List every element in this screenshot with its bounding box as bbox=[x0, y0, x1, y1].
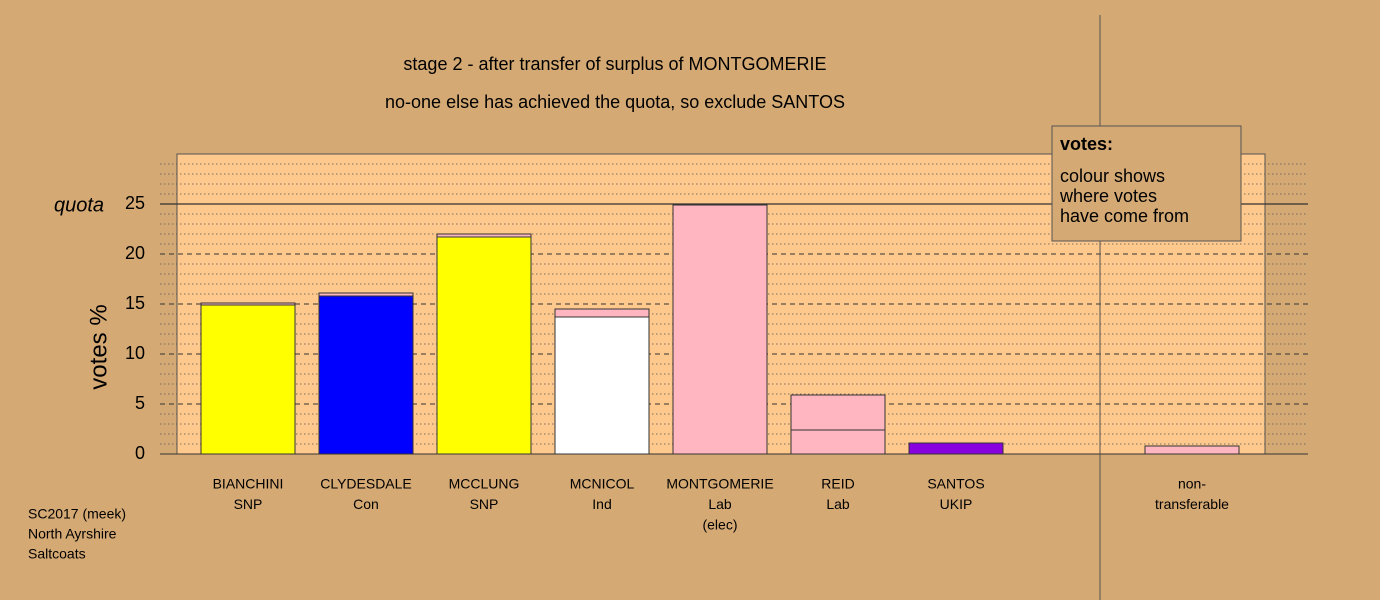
x-tick-label: MCNICOL bbox=[570, 476, 635, 492]
footer-line: SC2017 (meek) bbox=[28, 506, 126, 522]
legend-line: colour shows bbox=[1060, 166, 1165, 186]
chart-title: stage 2 - after transfer of surplus of M… bbox=[403, 54, 826, 74]
x-tick-label: UKIP bbox=[940, 496, 973, 512]
x-tick-label: BIANCHINI bbox=[213, 476, 284, 492]
x-tick-label: Lab bbox=[826, 496, 850, 512]
bar-segment bbox=[790, 429, 886, 455]
bar-segment bbox=[318, 292, 414, 297]
legend-line: where votes bbox=[1059, 186, 1157, 206]
chart-subtitle: no-one else has achieved the quota, so e… bbox=[385, 92, 845, 112]
x-tick-label: SANTOS bbox=[927, 476, 984, 492]
y-tick-label: 25 bbox=[125, 193, 145, 213]
bar-segment bbox=[436, 236, 532, 455]
bar-segment bbox=[200, 302, 296, 306]
quota-label: quota bbox=[54, 194, 104, 216]
x-tick-label: Lab bbox=[708, 496, 732, 512]
y-axis-label: votes % bbox=[85, 304, 112, 389]
x-tick-label: MCCLUNG bbox=[449, 476, 520, 492]
x-tick-label: REID bbox=[821, 476, 854, 492]
x-tick-label: MONTGOMERIE bbox=[666, 476, 773, 492]
x-tick-label: non- bbox=[1178, 476, 1206, 492]
y-tick-label: 5 bbox=[135, 393, 145, 413]
legend-title: votes: bbox=[1060, 134, 1113, 154]
y-tick-label: 20 bbox=[125, 243, 145, 263]
legend: votes: colour shows where votes have com… bbox=[1051, 125, 1242, 242]
footer-line: Saltcoats bbox=[28, 546, 86, 562]
x-tick-label: SNP bbox=[234, 496, 263, 512]
bar-segment bbox=[672, 204, 768, 455]
bar-segment bbox=[1144, 445, 1240, 455]
y-tick-label: 0 bbox=[135, 443, 145, 463]
bar-segment bbox=[200, 304, 296, 455]
bar-segment bbox=[436, 233, 532, 238]
legend-box bbox=[1051, 125, 1242, 242]
bar-segment bbox=[908, 442, 1004, 455]
y-tick-label: 15 bbox=[125, 293, 145, 313]
bar-segment bbox=[318, 295, 414, 455]
x-tick-label: transferable bbox=[1155, 496, 1229, 512]
y-tick-label: 10 bbox=[125, 343, 145, 363]
x-tick-label: CLYDESDALE bbox=[320, 476, 412, 492]
legend-line: have come from bbox=[1060, 206, 1189, 226]
x-tick-label: (elec) bbox=[702, 517, 737, 533]
x-tick-label: Ind bbox=[592, 496, 611, 512]
x-tick-label: Con bbox=[353, 496, 379, 512]
footer-line: North Ayrshire bbox=[28, 526, 117, 542]
bar-segment bbox=[790, 394, 886, 431]
bar-segment bbox=[554, 308, 650, 318]
x-tick-label: SNP bbox=[470, 496, 499, 512]
bar-segment bbox=[554, 316, 650, 455]
bars bbox=[200, 204, 1240, 455]
